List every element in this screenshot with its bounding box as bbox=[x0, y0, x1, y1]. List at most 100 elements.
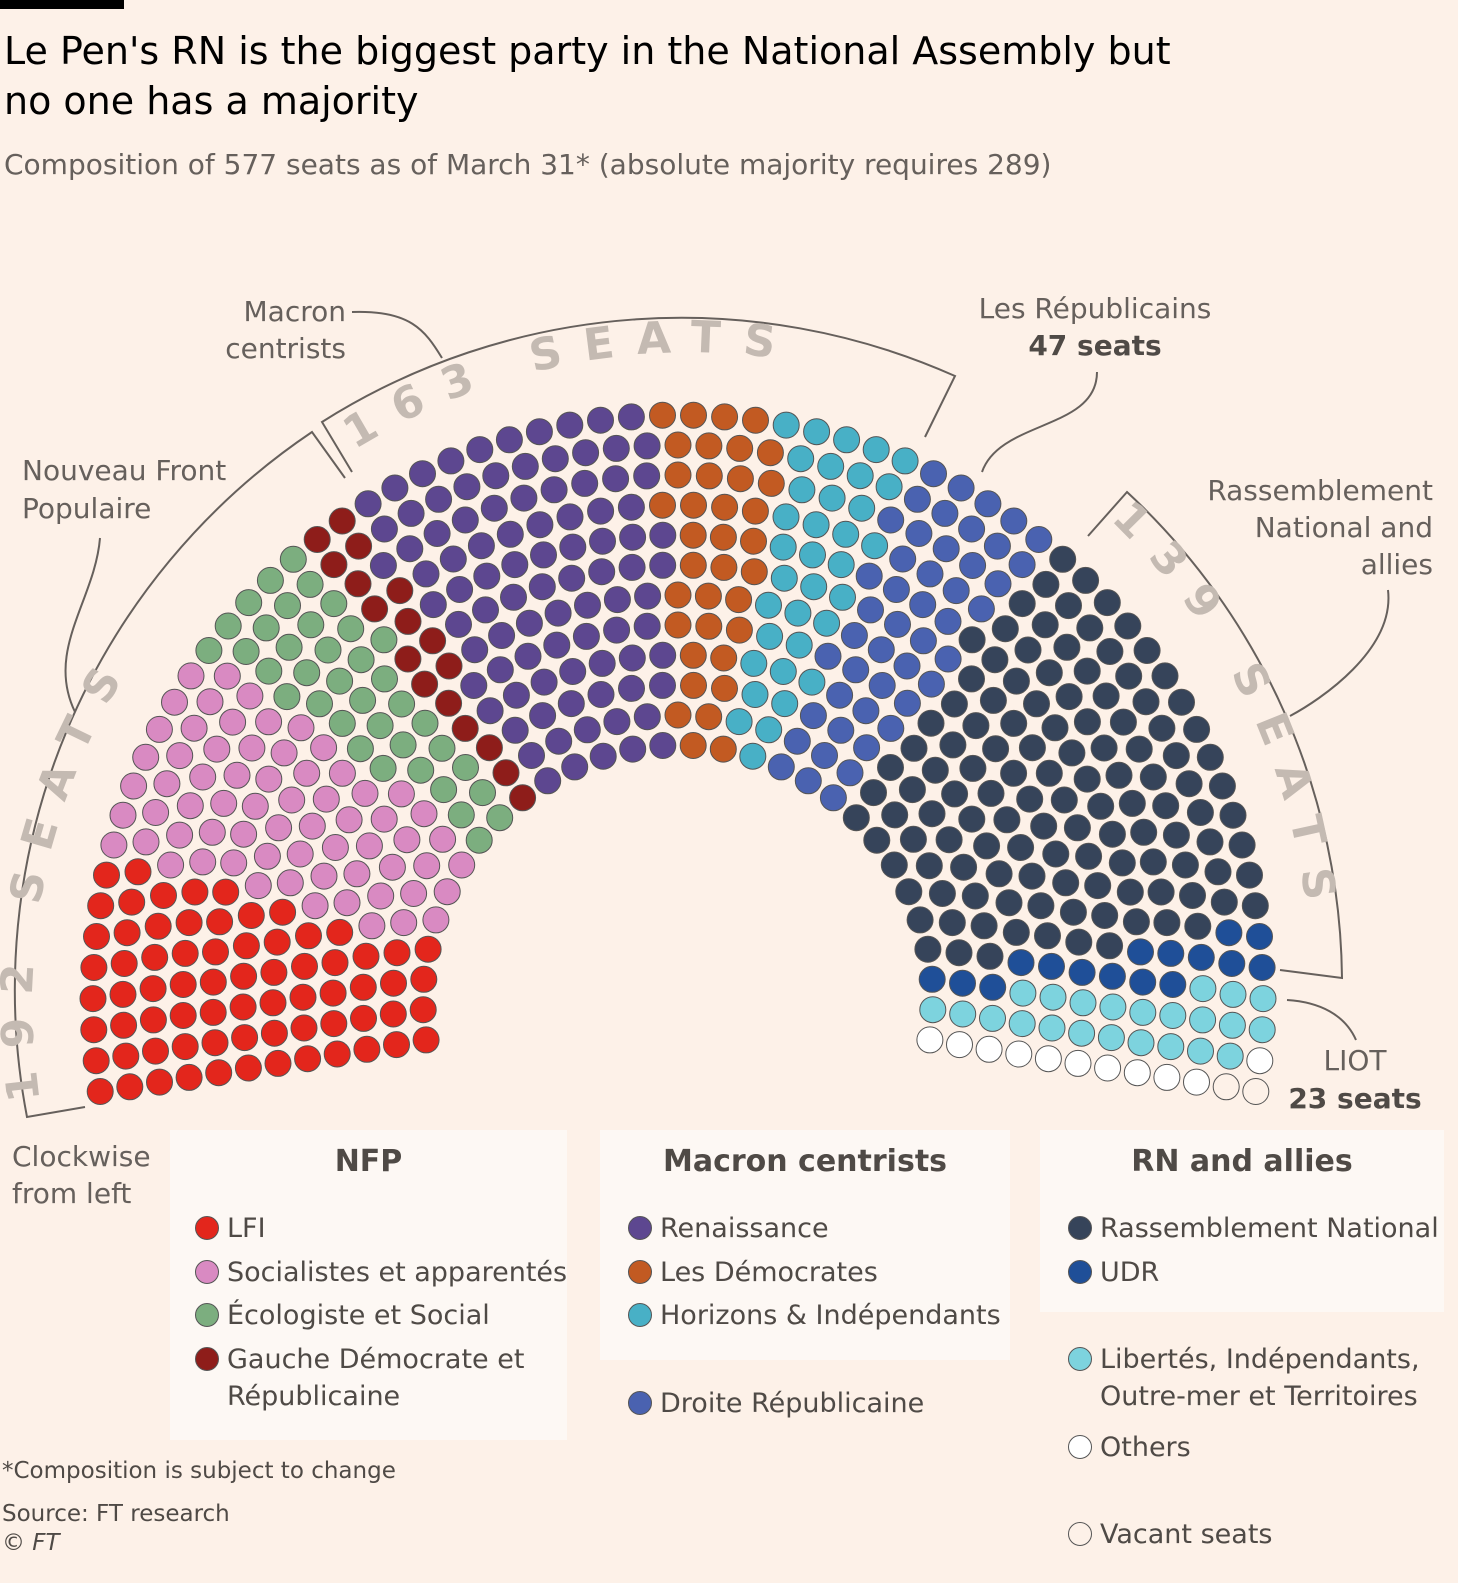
seat-udr bbox=[1098, 962, 1126, 990]
seat-libert-s-ind-pendants-outre-mer-et-territoires bbox=[1009, 979, 1037, 1007]
seat-udr bbox=[1248, 954, 1276, 981]
seat-droite-r-publicaine bbox=[917, 670, 945, 698]
seat-udr bbox=[918, 965, 946, 993]
seat-rassemblement-national bbox=[1096, 638, 1124, 665]
seat-lfi bbox=[83, 923, 110, 950]
seat-lfi bbox=[353, 1035, 381, 1063]
seat-lfi bbox=[264, 1049, 292, 1077]
seat-renaissance bbox=[529, 702, 557, 730]
seat-rassemblement-national bbox=[1023, 690, 1050, 718]
seat-renaissance bbox=[603, 616, 631, 644]
seat-renaissance bbox=[588, 558, 616, 586]
seat-rassemblement-national bbox=[1055, 683, 1083, 711]
seat-droite-r-publicaine bbox=[826, 681, 854, 709]
seat--cologiste-et-social bbox=[447, 801, 475, 829]
seat-rassemblement-national bbox=[1130, 818, 1158, 846]
chart-subtitle: Composition of 577 seats as of March 31*… bbox=[4, 148, 1052, 181]
seat-lfi bbox=[80, 1016, 108, 1044]
seat-lfi bbox=[319, 979, 347, 1007]
seat-socialistes-et-apparent-s bbox=[276, 869, 304, 897]
seat-horizons-ind-pendants bbox=[739, 742, 767, 770]
seat--cologiste-et-social bbox=[428, 734, 456, 762]
seat-socialistes-et-apparent-s bbox=[236, 682, 264, 710]
seat-libert-s-ind-pendants-outre-mer-et-territoires bbox=[1219, 980, 1247, 1008]
seat-rassemblement-national bbox=[939, 731, 967, 759]
seat-others bbox=[1183, 1068, 1210, 1096]
seat-renaissance bbox=[500, 583, 527, 611]
seat-renaissance bbox=[397, 499, 425, 527]
legend-item-horizons: Horizons & Indépendants bbox=[628, 1297, 1001, 1334]
seat-renaissance bbox=[354, 490, 382, 518]
liot-leader bbox=[1286, 999, 1357, 1041]
seat-rassemblement-national bbox=[1093, 589, 1121, 617]
others-swatch bbox=[1068, 1435, 1092, 1459]
clockwise-note: Clockwise from left bbox=[12, 1138, 151, 1212]
seat-rassemblement-national bbox=[958, 665, 985, 693]
legend-item-udr: UDR bbox=[1068, 1254, 1159, 1291]
legend-item-rn: Rassemblement National bbox=[1068, 1210, 1439, 1247]
seat-les-d-mocrates bbox=[664, 581, 692, 609]
ft-top-bar bbox=[0, 0, 124, 9]
seat-horizons-ind-pendants bbox=[725, 708, 753, 736]
seat-renaissance bbox=[619, 523, 647, 551]
seat-lfi bbox=[110, 1011, 138, 1039]
seat-les-d-mocrates bbox=[725, 616, 753, 644]
seat-socialistes-et-apparent-s bbox=[370, 805, 398, 833]
seat-lfi bbox=[229, 993, 257, 1021]
seat--cologiste-et-social bbox=[314, 636, 342, 664]
seat-socialistes-et-apparent-s bbox=[220, 849, 248, 877]
seat-horizons-ind-pendants bbox=[833, 426, 861, 454]
seat-socialistes-et-apparent-s bbox=[358, 912, 386, 940]
seat-socialistes-et-apparent-s bbox=[198, 818, 226, 846]
seat-rassemblement-national bbox=[1098, 820, 1126, 848]
seat--cologiste-et-social bbox=[407, 756, 435, 784]
seat-renaissance bbox=[370, 515, 398, 543]
seat-lfi bbox=[175, 1063, 203, 1091]
seat-rassemblement-national bbox=[945, 939, 973, 967]
clockwise-line-1: Clockwise bbox=[12, 1140, 151, 1173]
seat-les-d-mocrates bbox=[664, 701, 692, 729]
seat-renaissance bbox=[649, 732, 677, 759]
seat-droite-r-publicaine bbox=[1008, 551, 1036, 579]
seat-renaissance bbox=[633, 703, 661, 731]
seat-libert-s-ind-pendants-outre-mer-et-territoires bbox=[919, 996, 947, 1024]
seat-rassemblement-national bbox=[928, 880, 956, 907]
seat-rassemblement-national bbox=[1116, 878, 1144, 906]
seat-lfi bbox=[199, 968, 227, 996]
rn-label: Rassemblement bbox=[1207, 474, 1433, 507]
seat-rassemblement-national bbox=[973, 832, 1001, 860]
seat-renaissance bbox=[617, 403, 645, 431]
seat-rassemblement-national bbox=[1162, 821, 1190, 849]
seat-renaissance bbox=[545, 727, 573, 755]
seat-lfi bbox=[87, 892, 115, 920]
seat-rassemblement-national bbox=[842, 804, 870, 832]
liot-seats: 23 seats bbox=[1288, 1082, 1421, 1115]
seat--cologiste-et-social bbox=[274, 592, 301, 620]
seat-socialistes-et-apparent-s bbox=[244, 872, 272, 900]
seat--cologiste-et-social bbox=[293, 659, 321, 687]
seat-rassemblement-national bbox=[1049, 545, 1077, 573]
seat-socialistes-et-apparent-s bbox=[390, 909, 418, 937]
seat-renaissance bbox=[437, 447, 465, 475]
seat-socialistes-et-apparent-s bbox=[219, 708, 247, 736]
seat-les-d-mocrates bbox=[695, 703, 723, 731]
seat-others bbox=[975, 1035, 1003, 1063]
seat-droite-r-publicaine bbox=[827, 716, 855, 744]
legend-rn: RN and allies bbox=[1040, 1130, 1444, 1312]
legend-nfp-title: NFP bbox=[334, 1144, 403, 1179]
seat-socialistes-et-apparent-s bbox=[410, 800, 438, 828]
seat-socialistes-et-apparent-s bbox=[310, 734, 338, 762]
udr-swatch bbox=[1068, 1260, 1092, 1284]
seat-les-d-mocrates bbox=[664, 611, 692, 639]
seat-lfi bbox=[260, 1019, 288, 1047]
seat--cologiste-et-social bbox=[347, 646, 375, 674]
seat-lfi bbox=[110, 950, 138, 977]
seat-socialistes-et-apparent-s bbox=[293, 759, 321, 787]
seat-rassemblement-national bbox=[941, 780, 969, 808]
seat-rassemblement-national bbox=[1118, 789, 1146, 817]
seat-horizons-ind-pendants bbox=[771, 690, 799, 718]
seat-renaissance bbox=[511, 452, 539, 480]
seat-rassemblement-national bbox=[918, 800, 946, 828]
seat-lfi bbox=[175, 909, 203, 937]
seat-horizons-ind-pendants bbox=[769, 658, 797, 685]
